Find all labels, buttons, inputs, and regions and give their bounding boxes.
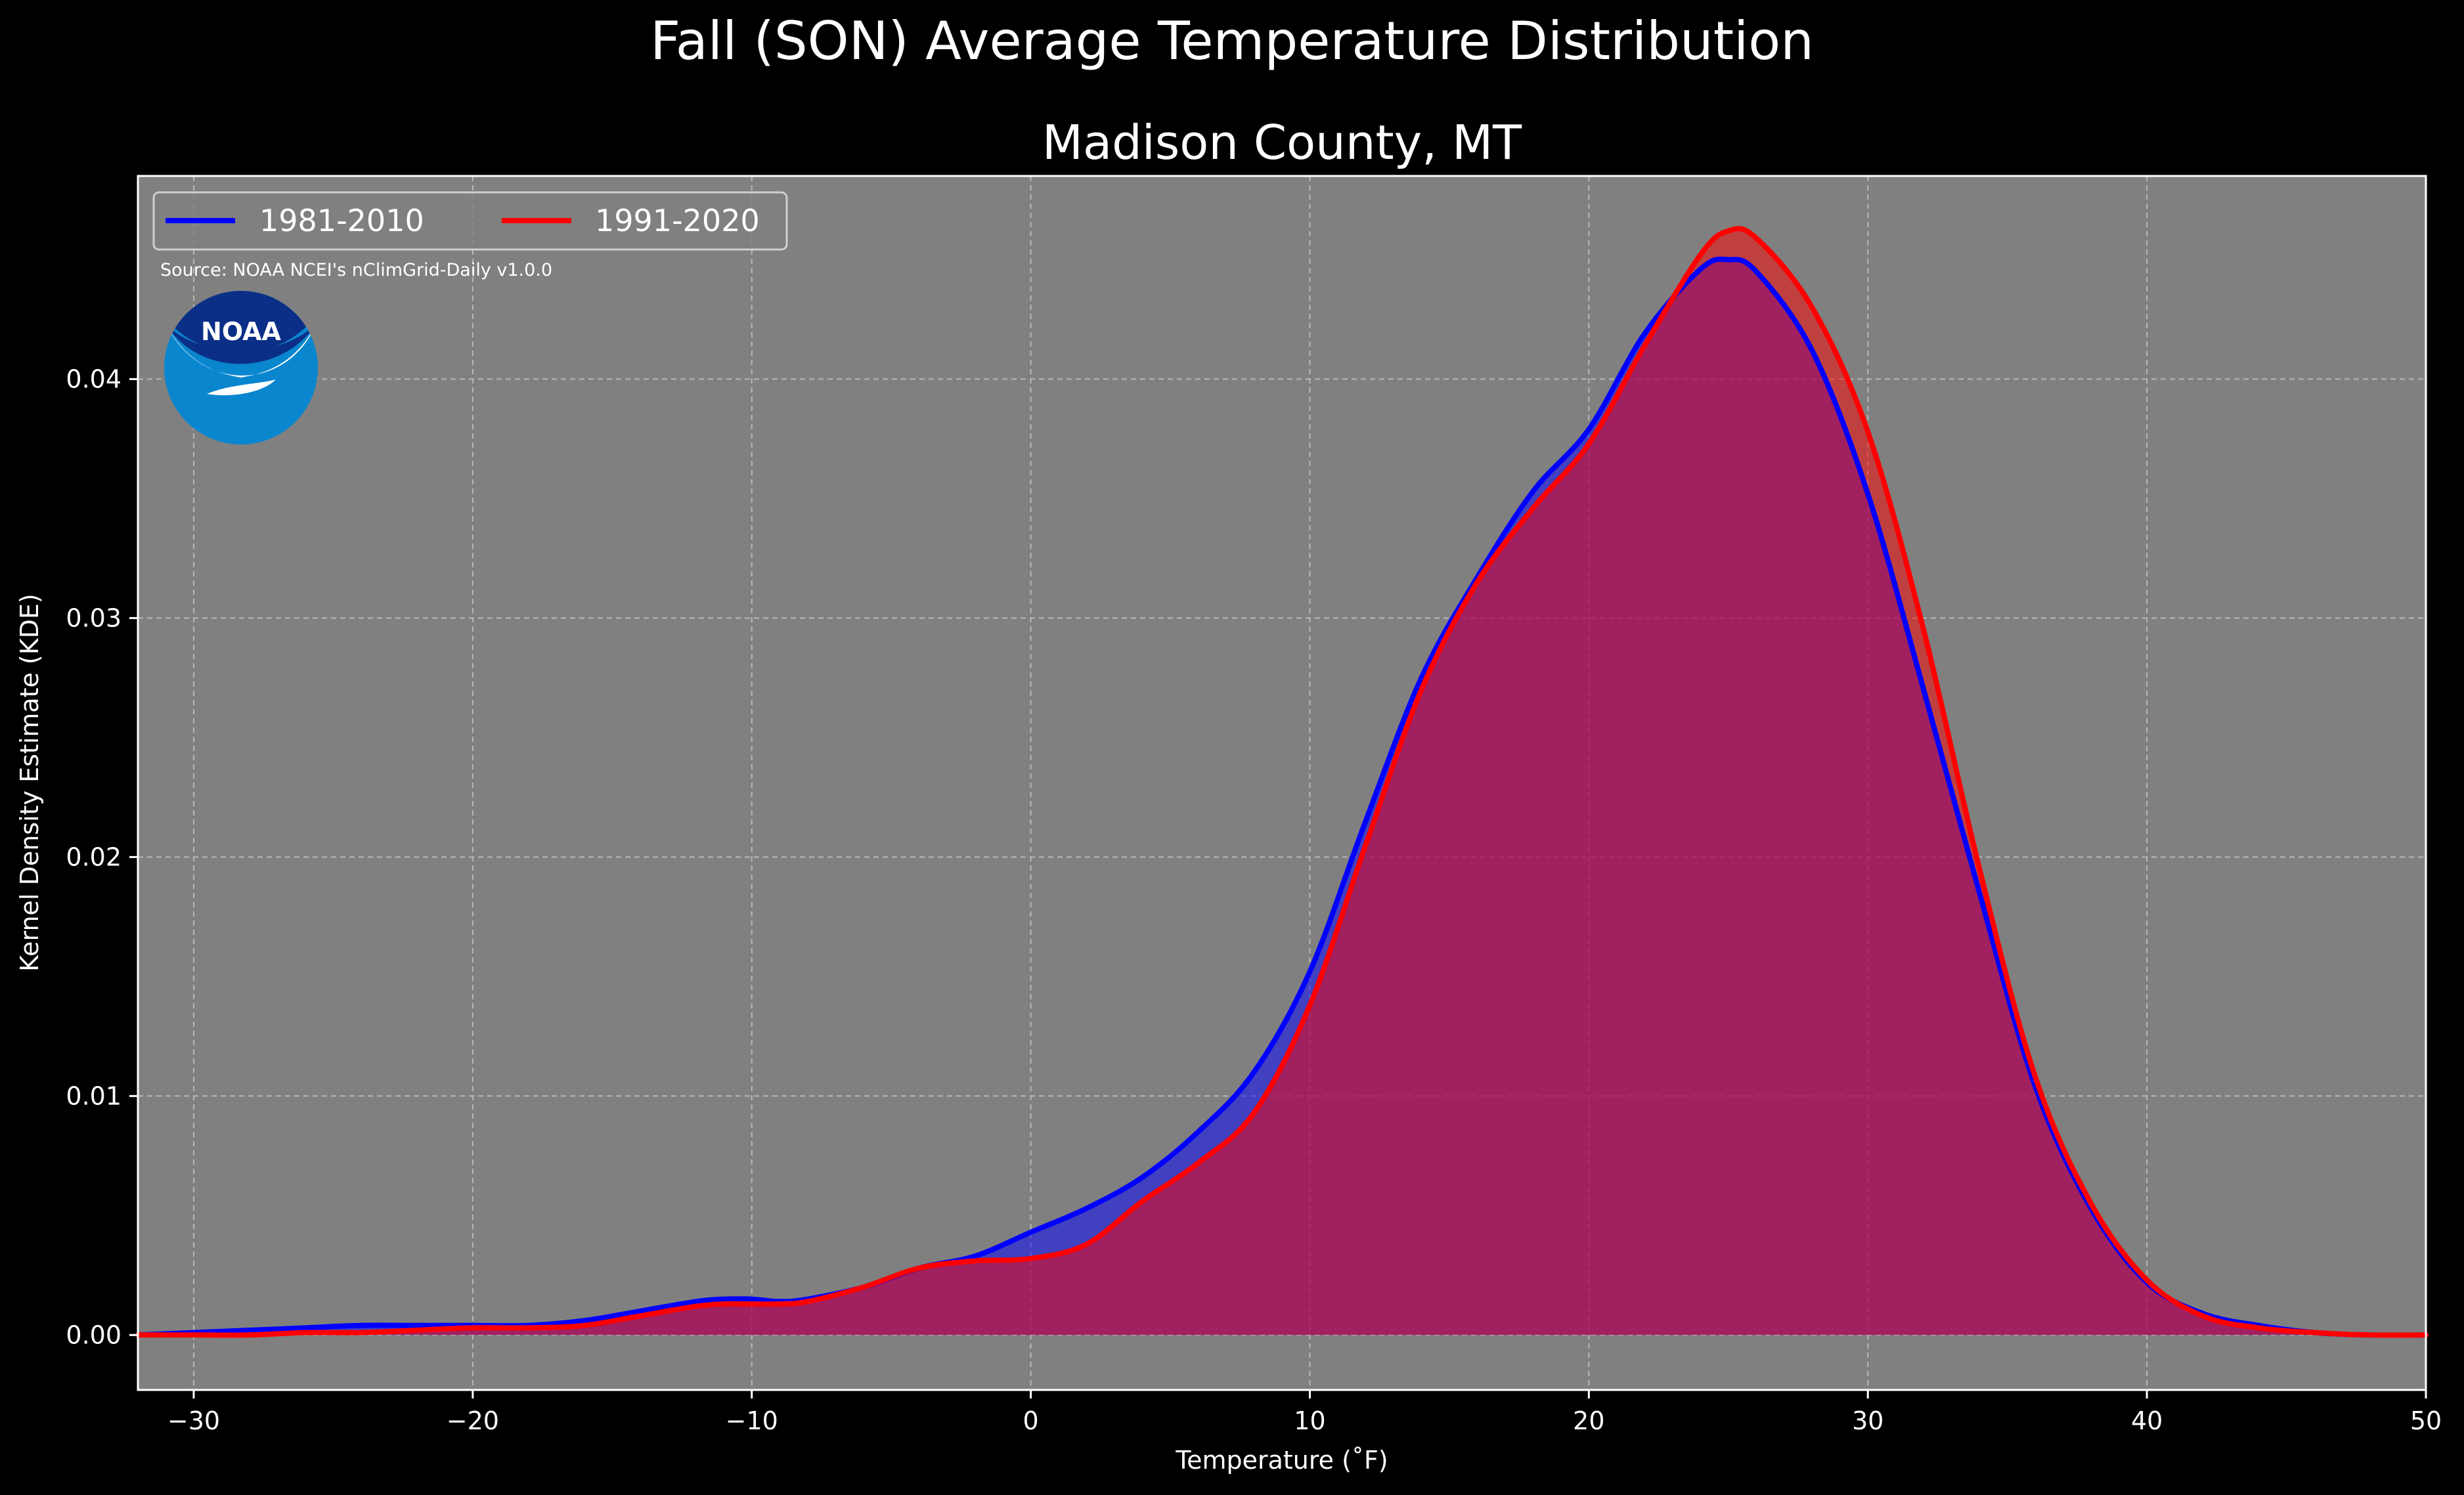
x-tick-label: 40 — [2131, 1406, 2163, 1435]
x-tick-label: 0 — [1023, 1406, 1039, 1435]
legend-label-1981-2010: 1981-2010 — [259, 203, 424, 238]
x-axis-ticks: −30 −20 −10 0 10 20 30 40 50 — [167, 1390, 2442, 1435]
legend-label-1991-2020: 1991-2020 — [595, 203, 760, 238]
y-tick-label: 0.02 — [66, 842, 121, 871]
chart-suptitle: Fall (SON) Average Temperature Distribut… — [650, 11, 1814, 72]
x-tick-label: 50 — [2410, 1406, 2442, 1435]
y-tick-label: 0.01 — [66, 1081, 121, 1110]
y-tick-label: 0.03 — [66, 603, 121, 632]
x-tick-label: −10 — [726, 1406, 778, 1435]
source-note: Source: NOAA NCEI's nClimGrid-Daily v1.0… — [160, 260, 552, 280]
area-fills — [138, 228, 2426, 1335]
series-line-1991-2020 — [135, 226, 2429, 1338]
x-tick-label: 10 — [1294, 1406, 1325, 1435]
y-tick-label: 0.04 — [66, 364, 121, 393]
y-axis-label: Kernel Density Estimate (KDE) — [15, 594, 44, 972]
y-tick-label: 0.00 — [66, 1320, 121, 1349]
x-tick-label: 30 — [1852, 1406, 1883, 1435]
plot-frame — [137, 175, 2427, 1391]
series-lines — [135, 226, 2429, 1338]
x-axis-label: Temperature (˚F) — [1175, 1446, 1388, 1475]
legend: 1981-2010 1991-2020 — [152, 191, 788, 251]
series-line-1981-2010 — [135, 256, 2429, 1338]
chart-title: Madison County, MT — [1042, 115, 1522, 170]
x-tick-label: −20 — [447, 1406, 499, 1435]
area-fill-1991-2020 — [138, 228, 2426, 1335]
noaa-logo-text: NOAA — [201, 317, 281, 346]
x-tick-label: 20 — [1573, 1406, 1604, 1435]
x-tick-label: −30 — [167, 1406, 220, 1435]
y-axis-ticks: 0.00 0.01 0.02 0.03 0.04 — [66, 364, 138, 1349]
legend-frame — [152, 191, 788, 251]
